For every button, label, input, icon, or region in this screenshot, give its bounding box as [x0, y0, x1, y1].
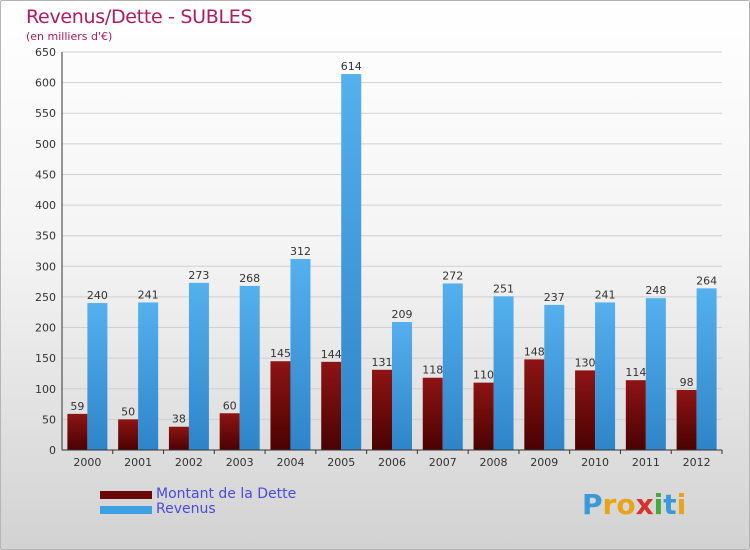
- x-tick-label: 2010: [581, 456, 609, 469]
- x-tick-label: 2002: [175, 456, 203, 469]
- data-label-debt: 144: [321, 348, 342, 361]
- y-tick-label: 200: [35, 322, 56, 335]
- data-label-debt: 60: [223, 399, 237, 412]
- y-tick-label: 150: [35, 352, 56, 365]
- y-tick-label: 0: [49, 444, 56, 457]
- data-label-revenue: 241: [595, 288, 616, 301]
- bar-revenue: [341, 74, 362, 450]
- bar-debt: [676, 389, 697, 450]
- data-label-revenue: 312: [290, 245, 311, 258]
- bar-revenue: [696, 288, 717, 450]
- data-label-revenue: 240: [87, 289, 108, 302]
- y-tick-label: 550: [35, 107, 56, 120]
- data-label-revenue: 237: [544, 291, 565, 304]
- bar-debt: [422, 377, 443, 450]
- y-tick-label: 50: [42, 413, 56, 426]
- bar-debt: [372, 369, 392, 450]
- data-label-debt: 131: [372, 356, 393, 369]
- x-tick-label: 2005: [327, 456, 355, 469]
- legend-label-debt: Montant de la Dette: [156, 486, 297, 502]
- legend-swatch-debt: [100, 491, 152, 499]
- data-label-debt: 98: [680, 376, 694, 389]
- x-tick-label: 2007: [429, 456, 457, 469]
- bar-debt: [524, 359, 545, 450]
- logo-letter: i: [676, 488, 687, 521]
- bar-debt: [118, 419, 139, 450]
- data-label-revenue: 241: [138, 288, 159, 301]
- data-label-debt: 59: [70, 400, 84, 413]
- bar-debt: [67, 413, 88, 450]
- data-label-revenue: 614: [341, 60, 362, 73]
- logo-letter: i: [653, 488, 664, 521]
- bar-debt: [575, 370, 596, 450]
- logo-letter: x: [635, 488, 654, 521]
- data-label-revenue: 209: [392, 308, 413, 321]
- bar-debt: [625, 380, 646, 450]
- data-label-revenue: 268: [239, 272, 260, 285]
- y-tick-label: 300: [35, 260, 56, 273]
- data-label-debt: 38: [172, 413, 186, 426]
- x-tick-label: 2006: [378, 456, 406, 469]
- legend-swatch-revenue: [100, 506, 152, 514]
- x-tick-label: 2012: [683, 456, 711, 469]
- data-label-revenue: 273: [188, 269, 209, 282]
- bar-revenue: [290, 258, 311, 450]
- bar-revenue: [87, 303, 108, 450]
- y-tick-label: 450: [35, 168, 56, 181]
- data-label-debt: 148: [524, 345, 545, 358]
- x-tick-label: 2000: [73, 456, 101, 469]
- data-label-debt: 110: [473, 369, 494, 382]
- y-tick-label: 400: [35, 199, 56, 212]
- legend-label-revenue: Revenus: [156, 501, 216, 517]
- data-label-debt: 114: [625, 366, 646, 379]
- chart-title: Revenus/Dette - SUBLES: [26, 6, 253, 28]
- x-tick-label: 2009: [530, 456, 558, 469]
- data-label-revenue: 264: [696, 274, 717, 287]
- data-label-debt: 50: [121, 405, 135, 418]
- x-tick-label: 2003: [226, 456, 254, 469]
- bar-debt: [270, 361, 291, 450]
- bar-revenue: [645, 298, 666, 450]
- y-tick-label: 250: [35, 291, 56, 304]
- data-label-revenue: 272: [442, 269, 463, 282]
- y-tick-label: 600: [35, 77, 56, 90]
- bar-revenue: [239, 285, 260, 450]
- bar-debt: [321, 361, 342, 450]
- y-tick-label: 500: [35, 138, 56, 151]
- bar-revenue: [442, 283, 463, 450]
- y-tick-label: 350: [35, 230, 56, 243]
- x-tick-label: 2004: [276, 456, 304, 469]
- data-label-debt: 130: [575, 356, 596, 369]
- logo-letter: o: [616, 488, 636, 521]
- bar-debt: [219, 413, 240, 450]
- data-label-revenue: 251: [493, 282, 514, 295]
- bar-debt: [168, 426, 189, 450]
- x-tick-label: 2001: [124, 456, 152, 469]
- proxiti-logo: Proxiti: [582, 488, 686, 521]
- y-tick-label: 100: [35, 383, 56, 396]
- chart-subtitle: (en milliers d'€): [26, 30, 113, 43]
- bar-revenue: [138, 302, 159, 450]
- bar-revenue: [392, 322, 412, 450]
- logo-letter: r: [602, 488, 617, 521]
- logo-letter: P: [582, 488, 603, 521]
- logo-letter: t: [663, 488, 677, 521]
- data-label-debt: 118: [422, 364, 443, 377]
- x-tick-label: 2008: [480, 456, 508, 469]
- x-tick-label: 2011: [632, 456, 660, 469]
- bar-revenue: [493, 296, 514, 450]
- bar-revenue: [188, 282, 209, 450]
- data-label-revenue: 248: [645, 284, 666, 297]
- bar-revenue: [595, 302, 616, 450]
- bar-debt: [473, 382, 494, 450]
- y-tick-label: 650: [35, 46, 56, 59]
- bar-revenue: [544, 304, 565, 450]
- data-label-debt: 145: [270, 347, 291, 360]
